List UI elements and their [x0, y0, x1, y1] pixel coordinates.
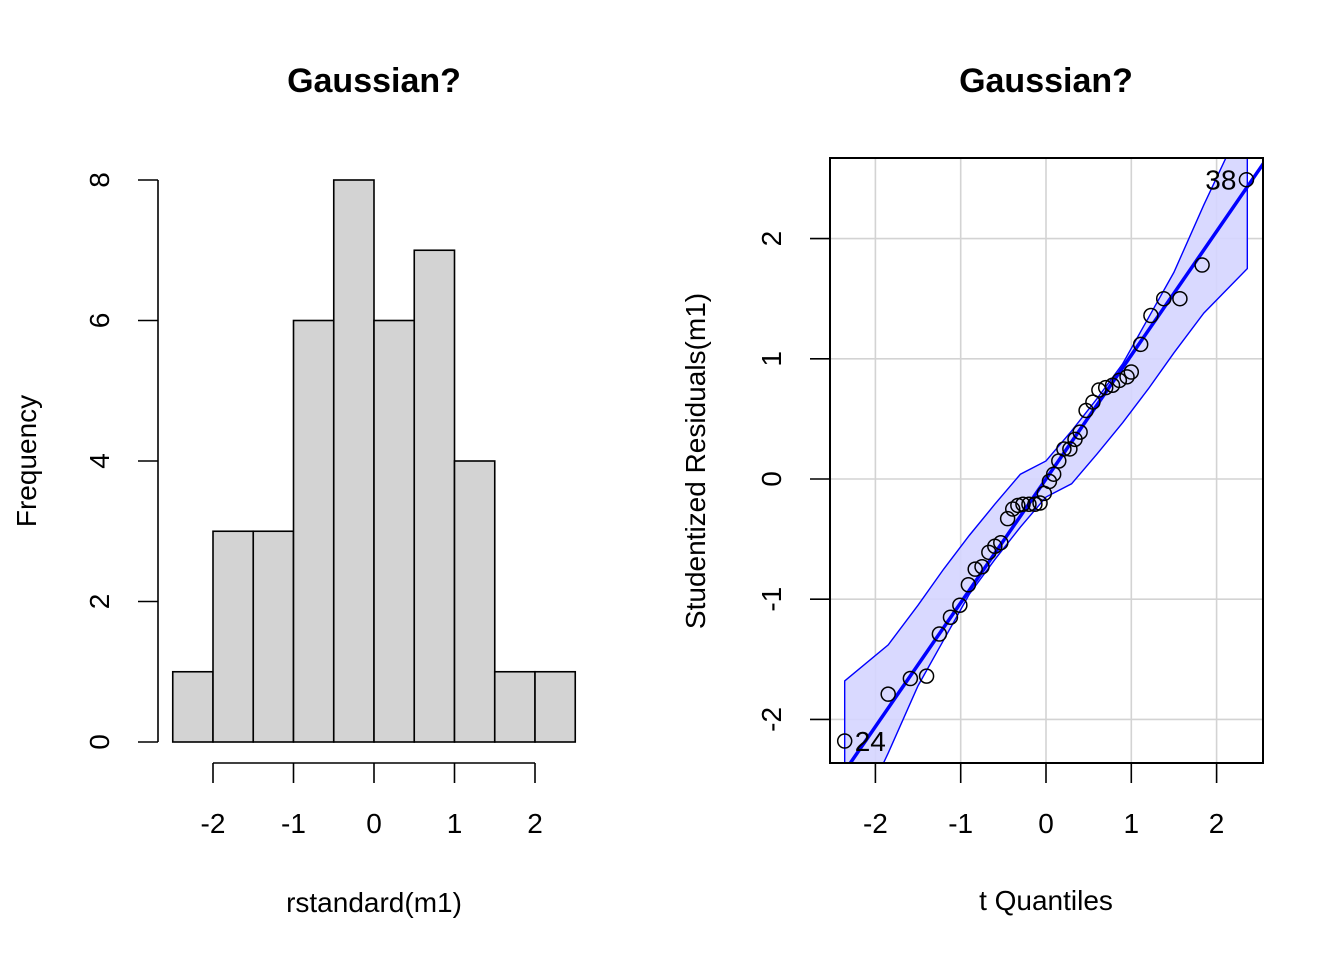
qq-plot-point-label: 38: [1205, 165, 1236, 196]
qq-plot-point: [1062, 441, 1078, 457]
histogram-y-tick-label: 8: [84, 172, 115, 188]
qq-plot-point: [1155, 290, 1172, 307]
qq-plot-point: [880, 686, 896, 702]
qq-plot-reference-line: [848, 160, 1263, 763]
histogram-bar: [373, 319, 416, 743]
qq-plot-point: [981, 544, 997, 561]
qq-plot-point: [952, 597, 968, 613]
histogram-y-tick-label: 0: [84, 734, 115, 750]
qq-plot-x-axis-label: t Quantiles: [979, 885, 1113, 916]
qq-plot-point-label: 24: [855, 726, 886, 757]
qq-plot-point: [931, 626, 948, 642]
qq-plot-y-tick-label: 0: [756, 471, 787, 487]
histogram-x-axis-label: rstandard(m1): [286, 887, 462, 918]
histogram-bar: [453, 460, 496, 743]
qq-plot-point: [1143, 307, 1159, 324]
histogram-x-tick-label: 2: [527, 808, 543, 839]
histogram-bar: [212, 530, 255, 743]
qq-plot-area: 24 38: [836, 158, 1263, 763]
qq-plot-point: [1056, 441, 1072, 457]
histogram-bar: [171, 670, 214, 743]
qq-plot-point: [1119, 369, 1135, 385]
qq-plot-x-tick-label: 0: [1038, 808, 1054, 839]
histogram-x-tick-label: -2: [201, 808, 226, 839]
qq-plot-point: [1021, 496, 1037, 512]
qq-plot-point: [974, 558, 990, 575]
qq-plot-point: [1091, 382, 1107, 398]
qq-plot-point: [993, 534, 1009, 551]
qq-plot-y-tick-label: -2: [756, 707, 787, 732]
qq-plot-x-axis: -2 -1 0 1 2: [863, 763, 1224, 839]
histogram-x-tick-label: 1: [447, 808, 463, 839]
qq-plot-y-tick-label: 2: [756, 231, 787, 247]
histogram-x-tick-label: 0: [366, 808, 382, 839]
qq-plot-point: [1111, 372, 1128, 389]
histogram-bar: [252, 530, 295, 743]
histogram-bar: [292, 319, 335, 743]
qq-plot-point: [1123, 364, 1140, 380]
qq-plot-point: [999, 510, 1016, 527]
qq-plot-x-tick-label: 1: [1124, 808, 1140, 839]
histogram-bar: [332, 179, 375, 743]
qq-plot-y-axis-label: Studentized Residuals(m1): [680, 293, 711, 629]
qq-plot-point: [1072, 424, 1088, 440]
qq-plot-y-tick-label: 1: [756, 351, 787, 367]
qq-plot-y-axis: -2 -1 0 1 2: [756, 231, 830, 732]
qq-plot-x-tick-label: -2: [863, 808, 888, 839]
histogram-bar: [413, 249, 456, 743]
qq-plot-point: [960, 577, 977, 593]
qq-plot-point: [1097, 379, 1114, 396]
qq-plot-y-tick-label: -1: [756, 587, 787, 612]
qq-plot-point: [942, 609, 959, 625]
qq-plot-point: [836, 733, 853, 749]
qq-plot-point: [1172, 290, 1188, 307]
histogram-x-tick-label: -1: [281, 808, 306, 839]
histogram-y-axis-label: Frequency: [11, 395, 42, 527]
qq-plot-point: [1032, 495, 1048, 511]
qq-plot-point: [918, 668, 935, 684]
histogram-bar: [493, 670, 536, 743]
histogram-y-tick-label: 4: [84, 453, 115, 469]
histogram-x-axis: -2 -1 0 1 2: [201, 762, 543, 839]
histogram-y-axis: 0 2 4 6 8: [84, 172, 159, 750]
histogram-bars: [171, 179, 577, 743]
qq-plot-point: [1194, 257, 1210, 273]
histogram-title: Gaussian?: [287, 62, 461, 100]
qq-plot-point: [1015, 496, 1031, 512]
qq-plot-point: [1045, 466, 1062, 482]
qq-plot-x-tick-label: -1: [948, 808, 973, 839]
qq-plot-point: [902, 670, 919, 687]
qq-plot-point: [1238, 171, 1255, 188]
qq-plot-point: [1085, 394, 1101, 410]
histogram-y-tick-label: 2: [84, 594, 115, 610]
qq-plot-x-tick-label: 2: [1209, 808, 1225, 839]
qq-plot-title: Gaussian?: [959, 62, 1133, 100]
histogram-bar: [534, 670, 577, 743]
qq-plot-point: [1004, 501, 1021, 517]
histogram-panel: Gaussian? rstandard(m1) Frequency -2 -1 0 1…: [11, 62, 577, 918]
qq-plot-panel: Gaussian? t Quantiles Studentized Residu…: [680, 62, 1264, 916]
qq-plot-point: [1132, 336, 1149, 353]
qq-plot-point: [967, 561, 983, 577]
histogram-y-tick-label: 6: [84, 313, 115, 329]
